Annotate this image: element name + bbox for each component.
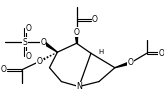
Polygon shape — [75, 32, 78, 43]
Text: H: H — [98, 49, 103, 55]
Text: O: O — [74, 28, 80, 37]
Text: O: O — [1, 65, 7, 74]
Text: O: O — [128, 58, 134, 67]
Text: S: S — [22, 38, 27, 47]
Text: N: N — [76, 82, 82, 91]
Text: O: O — [36, 57, 42, 66]
Text: O: O — [25, 52, 31, 61]
Text: O: O — [40, 38, 46, 47]
Polygon shape — [42, 41, 57, 52]
Text: O: O — [25, 24, 31, 33]
Text: O: O — [92, 15, 98, 25]
Text: O: O — [159, 49, 164, 58]
Polygon shape — [115, 62, 132, 68]
